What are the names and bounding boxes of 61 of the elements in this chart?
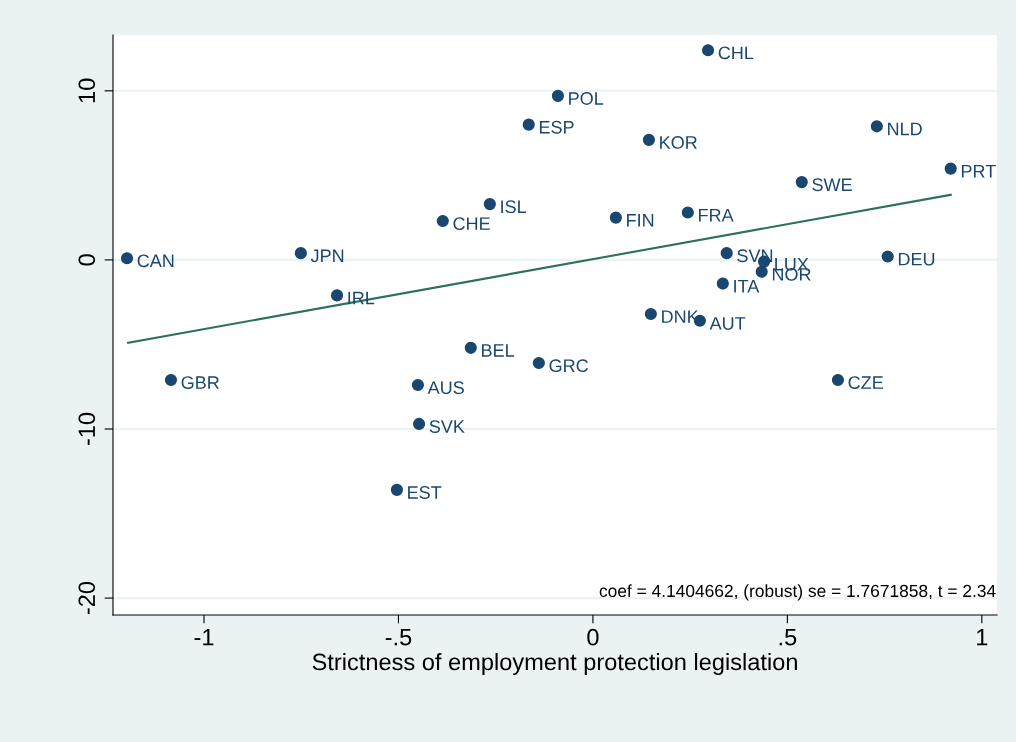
annotation: PRT — [961, 165, 996, 178]
annotation: DNK — [662, 310, 699, 323]
annotation: coef = 4.1404662, (robust) se = 1.7671858, t = 2.34 — [599, 584, 996, 601]
point — [411, 378, 424, 392]
point — [755, 265, 768, 278]
x-tick-label: -1 — [194, 629, 214, 646]
y-tick-label: -20 — [78, 581, 96, 615]
annotation: EST — [408, 486, 442, 499]
annotation: AUT — [709, 317, 746, 330]
point — [390, 483, 403, 496]
annotation: CZE — [848, 376, 883, 389]
point — [120, 252, 134, 265]
x-tick-label: .5 — [779, 629, 797, 646]
annotation: SVK — [429, 420, 465, 433]
annotation: NLD — [888, 122, 922, 136]
annotation: JPN — [310, 249, 344, 263]
annotation: CAN — [137, 254, 174, 268]
annotation: BEL — [482, 344, 515, 357]
annotation: KOR — [660, 136, 697, 149]
point — [831, 373, 845, 387]
x-tick-label: 0 — [587, 628, 599, 646]
point — [436, 214, 449, 228]
annotation: SWE — [812, 178, 852, 192]
x-tick-label: 1 — [977, 629, 988, 646]
point — [522, 118, 535, 131]
point — [720, 247, 733, 260]
x-axis-title: Strictness of employment protection legislation — [312, 652, 797, 675]
annotation: GBR — [181, 376, 219, 389]
annotation: POL — [569, 92, 604, 105]
point — [701, 44, 715, 57]
annotation: ISL — [501, 200, 527, 214]
point — [532, 356, 545, 370]
point — [681, 206, 694, 219]
point — [551, 89, 564, 102]
point — [609, 211, 622, 224]
annotation: GRC — [549, 359, 589, 373]
annotation: FIN — [627, 214, 654, 227]
y-tick-label: -10 — [78, 412, 96, 446]
point — [413, 417, 426, 430]
annotation: DEU — [898, 252, 935, 266]
point — [642, 133, 655, 146]
annotation: CHE — [453, 217, 490, 231]
y-tick-label: 10 — [78, 78, 96, 103]
annotation: AUS — [427, 381, 464, 395]
point — [881, 250, 894, 263]
point — [294, 247, 307, 260]
point — [944, 162, 957, 175]
point — [716, 277, 729, 290]
point — [330, 289, 344, 302]
annotation: ESP — [539, 120, 574, 134]
point — [464, 341, 477, 354]
annotation: ITA — [734, 279, 760, 293]
x-tick-label: -.5 — [385, 629, 412, 646]
annotation: CHL — [718, 46, 754, 60]
point — [870, 120, 883, 133]
point — [483, 198, 496, 211]
y-tick-label: 0 — [78, 254, 96, 266]
annotation: FRA — [699, 208, 734, 222]
point — [795, 176, 808, 189]
point — [164, 373, 178, 387]
point — [644, 307, 657, 321]
